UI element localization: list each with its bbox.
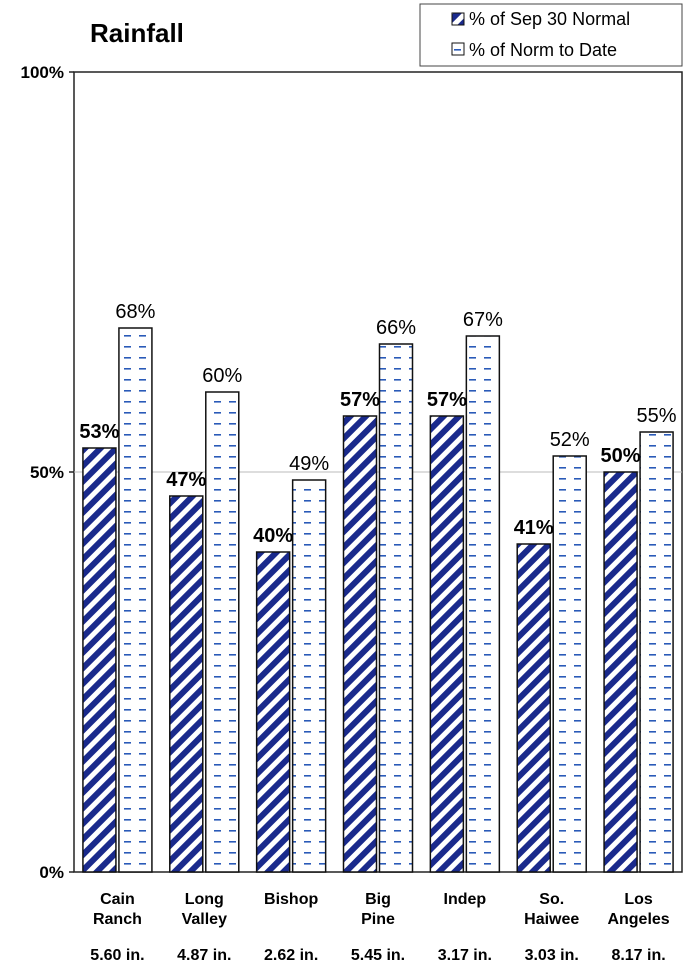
x-tick-label: Angeles [607,911,669,928]
x-tick-label: So. [539,891,564,908]
chart-title: Rainfall [90,18,184,48]
bar-norm-to-date [205,391,240,873]
y-tick-label: 0% [39,863,64,882]
rainfall-amount-label: 4.87 in. [177,947,231,964]
bar-sep30-normal [516,543,551,873]
rainfall-amount-label: 5.60 in. [90,947,144,964]
data-label: 66% [376,317,416,339]
data-label: 60% [202,365,242,387]
legend-swatch-todate [451,42,465,56]
legend-swatch-sep30 [451,12,465,26]
x-tick-label: Ranch [93,911,142,928]
data-labels: 53% 68% 47% 60% 40% 49% 57% 66% 57% 67% 41% 52% 50% 5… [79,301,676,547]
bars [82,327,674,873]
x-tick-label: Indep [444,891,487,908]
x-tick-label: Cain [100,891,135,908]
data-label: 67% [463,309,503,331]
bar-norm-to-date [378,343,414,873]
rainfall-amount-label: 2.62 in. [264,947,318,964]
data-label: 49% [289,453,329,475]
x-axis-labels: Cain Ranch Long Valley Bishop Big Pine Indep So.… [93,891,670,928]
x-tick-label: Valley [182,911,227,928]
rainfall-amount-label: 3.03 in. [525,947,579,964]
bar-norm-to-date [552,455,587,873]
rainfall-amount-label: 8.17 in. [611,947,665,964]
bar-norm-to-date [465,335,501,873]
data-label: 52% [550,429,590,451]
rainfall-amounts: 5.60 in. 4.87 in. 2.62 in. 5.45 in. 3.17 in.… [90,947,665,964]
y-axis-ticks: 0% 50% 100% [21,63,64,882]
bar-sep30-normal [169,495,204,873]
x-tick-label: Haiwee [524,911,579,928]
x-tick-label: Pine [361,911,395,928]
bar-sep30-normal [603,471,638,873]
data-label: 47% [166,469,206,491]
bar-sep30-normal [255,551,291,873]
legend-label-todate: % of Norm to Date [469,40,617,60]
rainfall-amount-label: 3.17 in. [438,947,492,964]
bar-norm-to-date [639,431,674,873]
x-tick-label: Big [365,891,391,908]
y-tick-label: 50% [30,463,64,482]
data-label: 53% [79,421,119,443]
data-label: 57% [427,389,467,411]
bar-sep30-normal [342,415,378,873]
bar-norm-to-date [118,327,153,873]
data-label: 57% [340,389,380,411]
data-label: 40% [253,525,293,547]
rainfall-amount-label: 5.45 in. [351,947,405,964]
legend: % of Sep 30 Normal % of Norm to Date [419,3,683,67]
data-label: 50% [601,445,641,467]
bar-sep30-normal [82,447,117,873]
data-label: 41% [514,517,554,539]
x-tick-label: Bishop [264,891,318,908]
data-label: 68% [115,301,155,323]
x-tick-label: Los [624,891,653,908]
bar-sep30-normal [429,415,465,873]
data-label: 55% [637,405,677,427]
x-tick-label: Long [185,891,224,908]
bar-norm-to-date [291,479,327,873]
legend-label-sep30: % of Sep 30 Normal [469,9,630,29]
y-tick-label: 100% [21,63,64,82]
